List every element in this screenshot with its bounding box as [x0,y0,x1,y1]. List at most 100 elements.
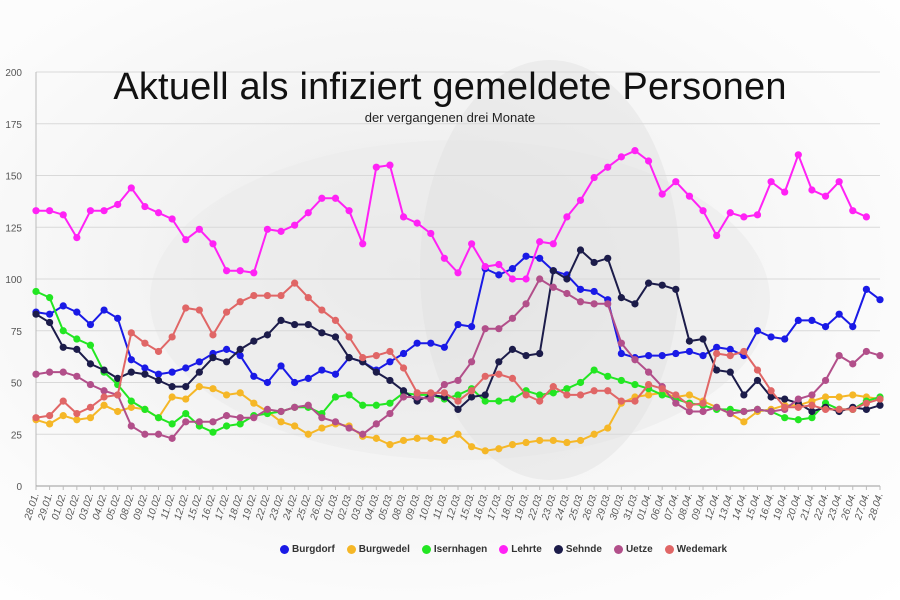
data-point-burgwedel [576,436,585,445]
data-point-lehrte [536,238,544,246]
legend-marker-icon [553,545,563,554]
data-point-lehrte [427,229,435,238]
data-point-burgdorf [263,378,272,387]
legend-marker-icon [346,545,356,554]
data-point-wedemark [195,306,203,314]
y-tick-label: 0 [16,482,22,493]
data-point-sehnde [318,329,326,337]
data-point-wedemark [222,308,231,316]
data-point-burgwedel [536,436,544,445]
y-tick-label: 25 [11,430,23,441]
y-tick-label: 150 [5,172,22,183]
data-point-burgdorf [141,364,149,372]
data-point-burgdorf [59,302,67,310]
legend-label: Uetze [625,544,653,555]
data-point-wedemark [862,399,870,407]
data-point-sehnde [182,383,190,391]
data-point-lehrte [141,202,149,211]
data-point-burgwedel [440,436,448,445]
data-point-wedemark [250,291,258,300]
data-point-burgwedel [127,403,135,411]
data-point-sehnde [454,405,462,414]
data-point-isernhagen [481,397,489,405]
data-point-uetze [536,275,544,283]
data-point-uetze [386,409,394,418]
data-point-lehrte [781,188,789,196]
data-point-uetze [359,430,367,438]
data-point-uetze [59,368,67,376]
data-point-burgdorf [808,316,816,324]
data-point-burgdorf [236,351,244,360]
data-point-wedemark [821,405,830,414]
data-point-sehnde [372,368,380,376]
data-point-burgwedel [604,424,612,432]
data-point-sehnde [604,254,612,262]
data-point-uetze [753,405,762,414]
data-point-lehrte [685,192,694,200]
data-point-sehnde [808,407,816,416]
data-point-lehrte [454,269,462,277]
data-point-uetze [46,368,54,376]
y-tick-label: 175 [5,120,22,131]
data-point-burgdorf [440,343,448,351]
data-point-wedemark [236,298,244,306]
series-line-lehrte [36,149,867,280]
legend-label: Lehrte [511,544,542,555]
data-point-burgdorf [100,306,108,314]
data-point-burgdorf [454,320,462,329]
data-point-wedemark [86,403,95,411]
data-point-isernhagen [549,389,557,397]
data-point-isernhagen [127,397,135,405]
data-point-burgwedel [59,412,67,420]
data-point-isernhagen [536,391,544,399]
data-point-lehrte [862,213,870,221]
data-point-burgdorf [427,339,435,347]
chart-legend: Burgdorf Burgwedel Isernhagen Lehrte Sehnde U… [280,544,727,555]
data-point-uetze [508,314,517,322]
data-point-burgdorf [413,339,421,347]
data-point-lehrte [508,275,517,283]
data-point-burgwedel [563,438,571,447]
data-point-sehnde [549,267,557,275]
data-point-uetze [713,403,721,411]
data-point-wedemark [73,409,81,418]
data-point-burgdorf [821,323,830,331]
data-point-sehnde [195,368,203,376]
data-point-burgdorf [849,323,857,331]
data-point-isernhagen [631,380,639,389]
data-point-uetze [808,391,816,399]
data-point-sehnde [127,368,135,376]
data-point-wedemark [685,401,694,409]
data-point-uetze [631,356,639,364]
data-point-lehrte [413,219,421,227]
data-point-burgdorf [291,378,299,387]
data-point-sehnde [100,366,108,374]
data-point-isernhagen [658,391,666,399]
data-point-sehnde [644,279,653,287]
y-tick-label: 125 [5,223,22,234]
data-point-uetze [617,339,625,347]
data-point-uetze [495,325,503,333]
data-point-sehnde [345,354,353,362]
data-point-burgdorf [46,310,54,318]
data-point-burgwedel [549,436,557,445]
data-point-burgwedel [740,418,748,426]
data-point-isernhagen [808,414,816,422]
data-point-wedemark [713,349,721,358]
data-point-uetze [182,418,190,426]
data-point-uetze [291,403,299,411]
data-point-uetze [100,387,108,395]
data-point-lehrte [631,147,639,155]
data-point-burgwedel [195,383,203,391]
data-point-lehrte [835,178,843,186]
data-point-wedemark [263,291,272,300]
data-point-sehnde [209,354,217,362]
data-point-wedemark [386,347,394,356]
data-point-lehrte [100,207,108,215]
data-point-burgdorf [658,351,666,360]
data-point-uetze [685,407,694,416]
data-point-burgdorf [318,366,326,374]
data-point-sehnde [713,366,721,374]
data-point-sehnde [508,345,517,353]
data-point-burgwedel [468,443,476,451]
